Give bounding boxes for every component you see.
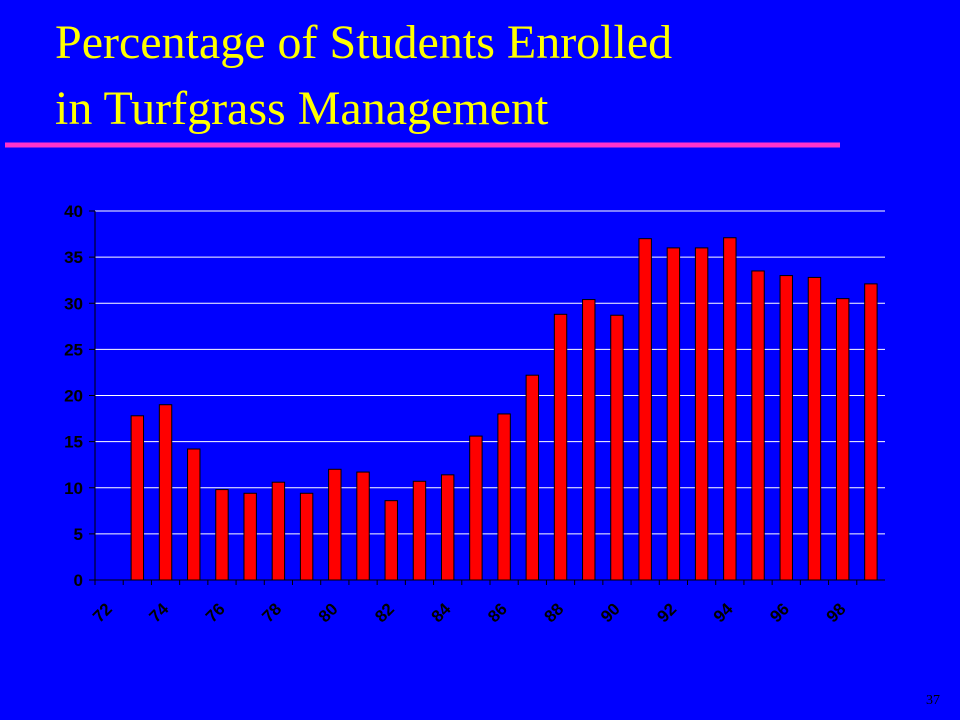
bar <box>638 238 652 581</box>
y-tick-label: 30 <box>64 294 83 313</box>
bar <box>723 237 737 581</box>
bar <box>751 270 765 581</box>
bar <box>158 404 173 581</box>
y-tick-label: 15 <box>64 433 83 452</box>
page-number: 37 <box>926 693 940 708</box>
bar <box>835 298 850 581</box>
bar <box>582 299 596 581</box>
y-tick-label: 40 <box>64 202 83 221</box>
y-tick-label: 20 <box>64 387 83 406</box>
y-tick-label: 25 <box>64 340 83 359</box>
bar <box>440 474 455 581</box>
bar <box>243 492 257 581</box>
bar <box>666 247 681 581</box>
bar <box>497 413 511 581</box>
bar <box>328 468 342 581</box>
bar <box>356 471 370 581</box>
title-line: in Turfgrass Management <box>55 82 549 135</box>
bar <box>130 415 145 581</box>
y-tick-label: 0 <box>74 571 83 590</box>
bar <box>807 276 822 581</box>
y-tick-label: 35 <box>64 248 83 267</box>
y-tick-label: 10 <box>64 479 83 498</box>
bar <box>610 314 624 581</box>
bar <box>271 481 286 581</box>
bar <box>779 275 793 581</box>
bar <box>299 492 314 581</box>
y-tick-label: 5 <box>74 525 83 544</box>
bar <box>187 448 201 581</box>
bar <box>864 283 878 581</box>
bar <box>384 500 398 581</box>
bar <box>525 374 540 581</box>
bar <box>553 313 568 581</box>
bar <box>694 247 709 581</box>
title-line: Percentage of Students Enrolled <box>55 16 672 69</box>
bar <box>215 489 229 581</box>
bar <box>469 435 483 581</box>
bar <box>412 480 427 581</box>
